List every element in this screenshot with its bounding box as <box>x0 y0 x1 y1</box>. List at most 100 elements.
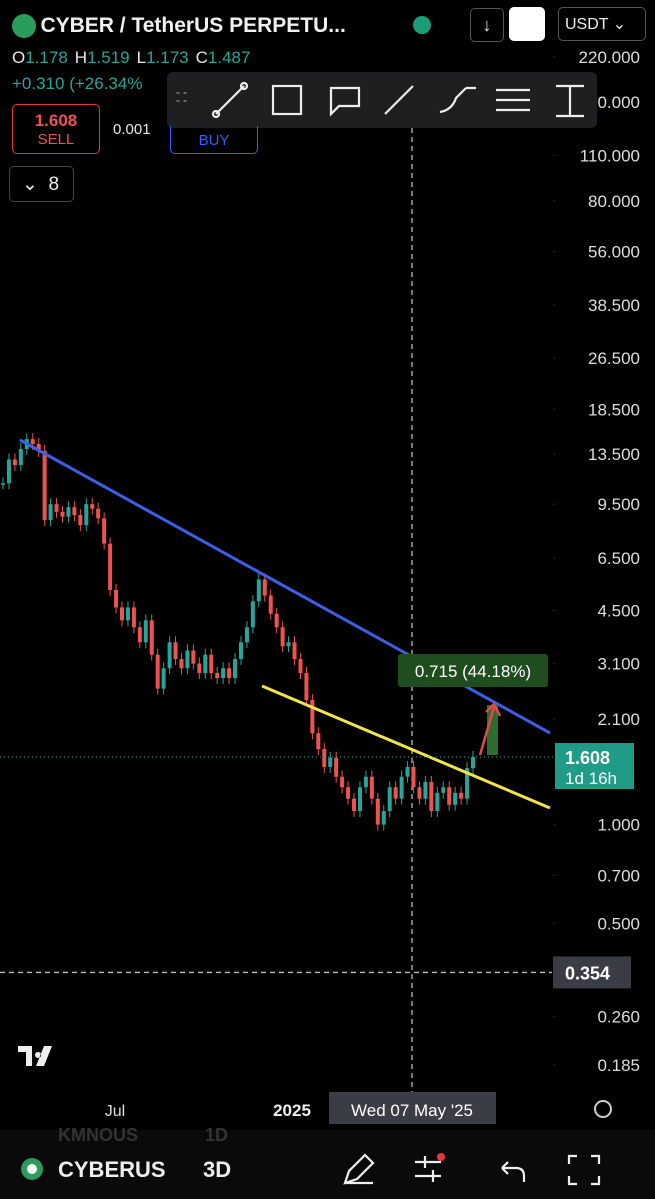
crosshair-price-box <box>553 956 631 989</box>
candle-body <box>423 781 428 799</box>
candle-body <box>244 627 249 643</box>
candle-body <box>357 787 362 812</box>
status-dot <box>413 16 431 34</box>
candle-body <box>1 483 5 485</box>
candle-body <box>280 627 285 647</box>
ohlc: O1.178 H1.519 L1.173 C1.487 <box>12 48 257 68</box>
y-tick-label: 18.500 <box>588 400 640 419</box>
candle-body <box>197 663 202 674</box>
candle-body <box>256 579 261 602</box>
y-tick-label: 220.000 <box>579 48 640 67</box>
measure-arrow <box>478 706 496 756</box>
candle-body <box>60 511 65 517</box>
candle-body <box>6 459 11 484</box>
candle-body <box>125 607 130 621</box>
bottom-bar <box>0 1130 655 1199</box>
y-tick-label: 2.100 <box>597 710 640 729</box>
candle-body <box>209 654 214 674</box>
y-tick-label: 1.000 <box>597 816 640 835</box>
candle-body <box>108 543 113 590</box>
candle-body <box>221 668 226 679</box>
candle-body <box>429 781 434 812</box>
candle-body <box>262 579 267 596</box>
candle-body <box>340 776 345 788</box>
price-countdown: 1d 16h <box>565 769 617 788</box>
candle-body <box>465 768 470 799</box>
candle-body <box>90 504 95 509</box>
y-tick-label: 26.500 <box>588 349 640 368</box>
candle-body <box>316 733 321 750</box>
y-tick-label: 13.500 <box>588 445 640 464</box>
candle-body <box>161 668 166 689</box>
y-tick-label: 110.000 <box>580 147 640 166</box>
crosshair: 0.354 <box>0 956 631 989</box>
ohlc-key: O <box>12 48 26 67</box>
candle-body <box>12 459 17 466</box>
symbol-row: CYBER / TetherUS PERPETU... <box>12 14 346 38</box>
grid: 220.000160.000110.00080.00056.00038.5002… <box>553 48 640 1075</box>
y-tick-label: 4.500 <box>597 602 640 621</box>
candle-body <box>54 504 59 512</box>
candle-body <box>155 654 160 689</box>
candle-body <box>167 642 172 669</box>
x-tick-label: 2025 <box>273 1101 311 1120</box>
y-tick-label: 0.260 <box>597 1007 640 1026</box>
currency-select[interactable]: USDT ⌄ <box>558 7 646 41</box>
candle-body <box>352 798 357 812</box>
price-box <box>555 743 634 790</box>
y-tick-label: 38.500 <box>588 296 640 315</box>
y-tick-label: 9.500 <box>597 495 640 514</box>
ohlc-value: 1.173 <box>146 48 189 67</box>
ohlc-value: 1.487 <box>207 48 251 67</box>
candle-body <box>233 659 238 679</box>
candle-body <box>137 627 142 643</box>
candle-body <box>435 792 440 812</box>
footer-interval[interactable]: 3D <box>203 1157 231 1182</box>
trend-line-blue <box>19 438 551 735</box>
spread: 0.001 <box>113 121 151 138</box>
candle-body <box>119 607 124 621</box>
swap-button[interactable] <box>509 7 545 41</box>
candle-body <box>310 699 315 734</box>
download-button[interactable]: ↓ <box>470 8 504 42</box>
candle-body <box>363 776 368 788</box>
footer-icons[interactable] <box>343 1153 601 1186</box>
behind-interval: 1D <box>205 1125 228 1145</box>
candle-body <box>18 448 23 466</box>
candle-body <box>72 507 77 516</box>
candle-body <box>185 650 190 669</box>
indicators-toggle[interactable]: ⌄ 8 <box>9 166 74 202</box>
toolbar-icons[interactable] <box>176 81 584 119</box>
indicator-count: 8 <box>48 174 60 195</box>
candle-body <box>191 650 196 664</box>
change: +0.310 (+26.34% <box>12 74 143 93</box>
candle-body <box>250 601 255 628</box>
settings-icon[interactable] <box>594 1100 612 1118</box>
candle-body <box>274 613 279 628</box>
ohlc-value: 1.178 <box>25 48 68 67</box>
candle-body <box>375 798 380 825</box>
footer-symbol[interactable]: CYBERUS <box>58 1157 166 1182</box>
x-tick-label: Jul <box>105 1103 125 1120</box>
candle-body <box>114 589 119 608</box>
ohlc-key: C <box>195 48 208 67</box>
ohlc-key: H <box>74 48 88 67</box>
candle-body <box>286 642 291 647</box>
candle-body <box>334 757 339 777</box>
candle-body <box>238 642 243 660</box>
measure-arrow-head <box>485 701 502 717</box>
buy-button[interactable]: BUY <box>170 126 258 154</box>
candle-body <box>42 451 47 520</box>
candle-body <box>143 620 148 643</box>
trend-line-yellow <box>261 684 551 810</box>
candle-body <box>304 673 309 700</box>
symbol-icon-dot <box>27 1164 37 1174</box>
y-tick-label: 0.185 <box>597 1056 640 1075</box>
candle-body <box>36 443 41 452</box>
sell-button[interactable]: 1.608 SELL <box>12 104 100 154</box>
candle-body <box>459 792 464 799</box>
sell-price: 1.608 <box>34 111 78 130</box>
candle-body <box>405 766 410 777</box>
